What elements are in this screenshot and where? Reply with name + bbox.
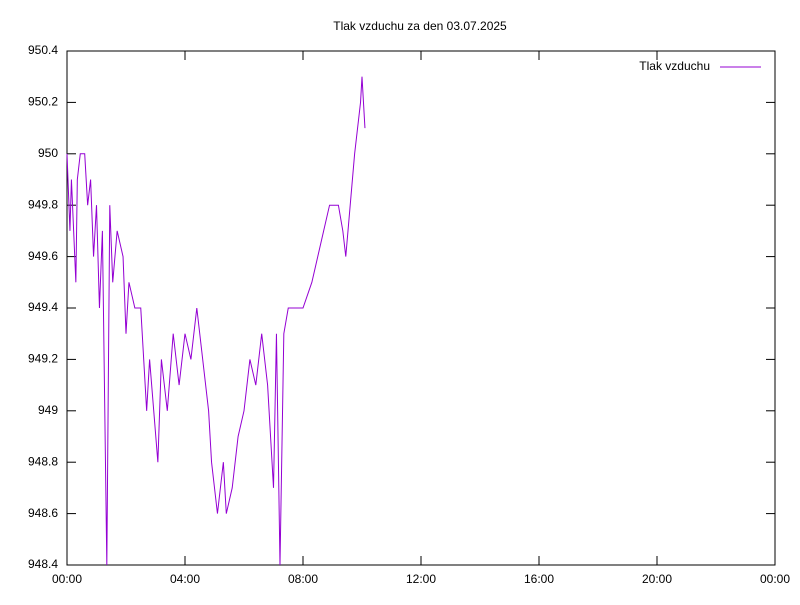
chart-title: Tlak vzduchu za den 03.07.2025 bbox=[333, 19, 507, 33]
y-tick-label: 949.4 bbox=[28, 300, 58, 314]
y-tick-label: 950.2 bbox=[28, 95, 58, 109]
y-tick-label: 949.6 bbox=[28, 249, 58, 263]
plot-border bbox=[66, 50, 776, 566]
x-tick-label: 00:00 bbox=[52, 572, 82, 586]
x-tick-label: 16:00 bbox=[524, 572, 554, 586]
y-tick-label: 948.4 bbox=[28, 557, 58, 571]
y-tick-label: 950.4 bbox=[28, 43, 58, 57]
x-tick-label: 00:00 bbox=[760, 572, 790, 586]
data-line bbox=[66, 76, 366, 566]
y-tick-label: 950 bbox=[38, 146, 58, 160]
legend-label: Tlak vzduchu bbox=[639, 59, 710, 73]
x-tick-label: 20:00 bbox=[642, 572, 672, 586]
x-tick-label: 04:00 bbox=[170, 572, 200, 586]
x-tick-label: 12:00 bbox=[406, 572, 436, 586]
y-tick-label: 948.8 bbox=[28, 454, 58, 468]
y-tick-label: 949 bbox=[38, 403, 58, 417]
y-tick-label: 948.6 bbox=[28, 506, 58, 520]
y-tick-label: 949.8 bbox=[28, 197, 58, 211]
x-tick-label: 08:00 bbox=[288, 572, 318, 586]
y-tick-label: 949.2 bbox=[28, 352, 58, 366]
